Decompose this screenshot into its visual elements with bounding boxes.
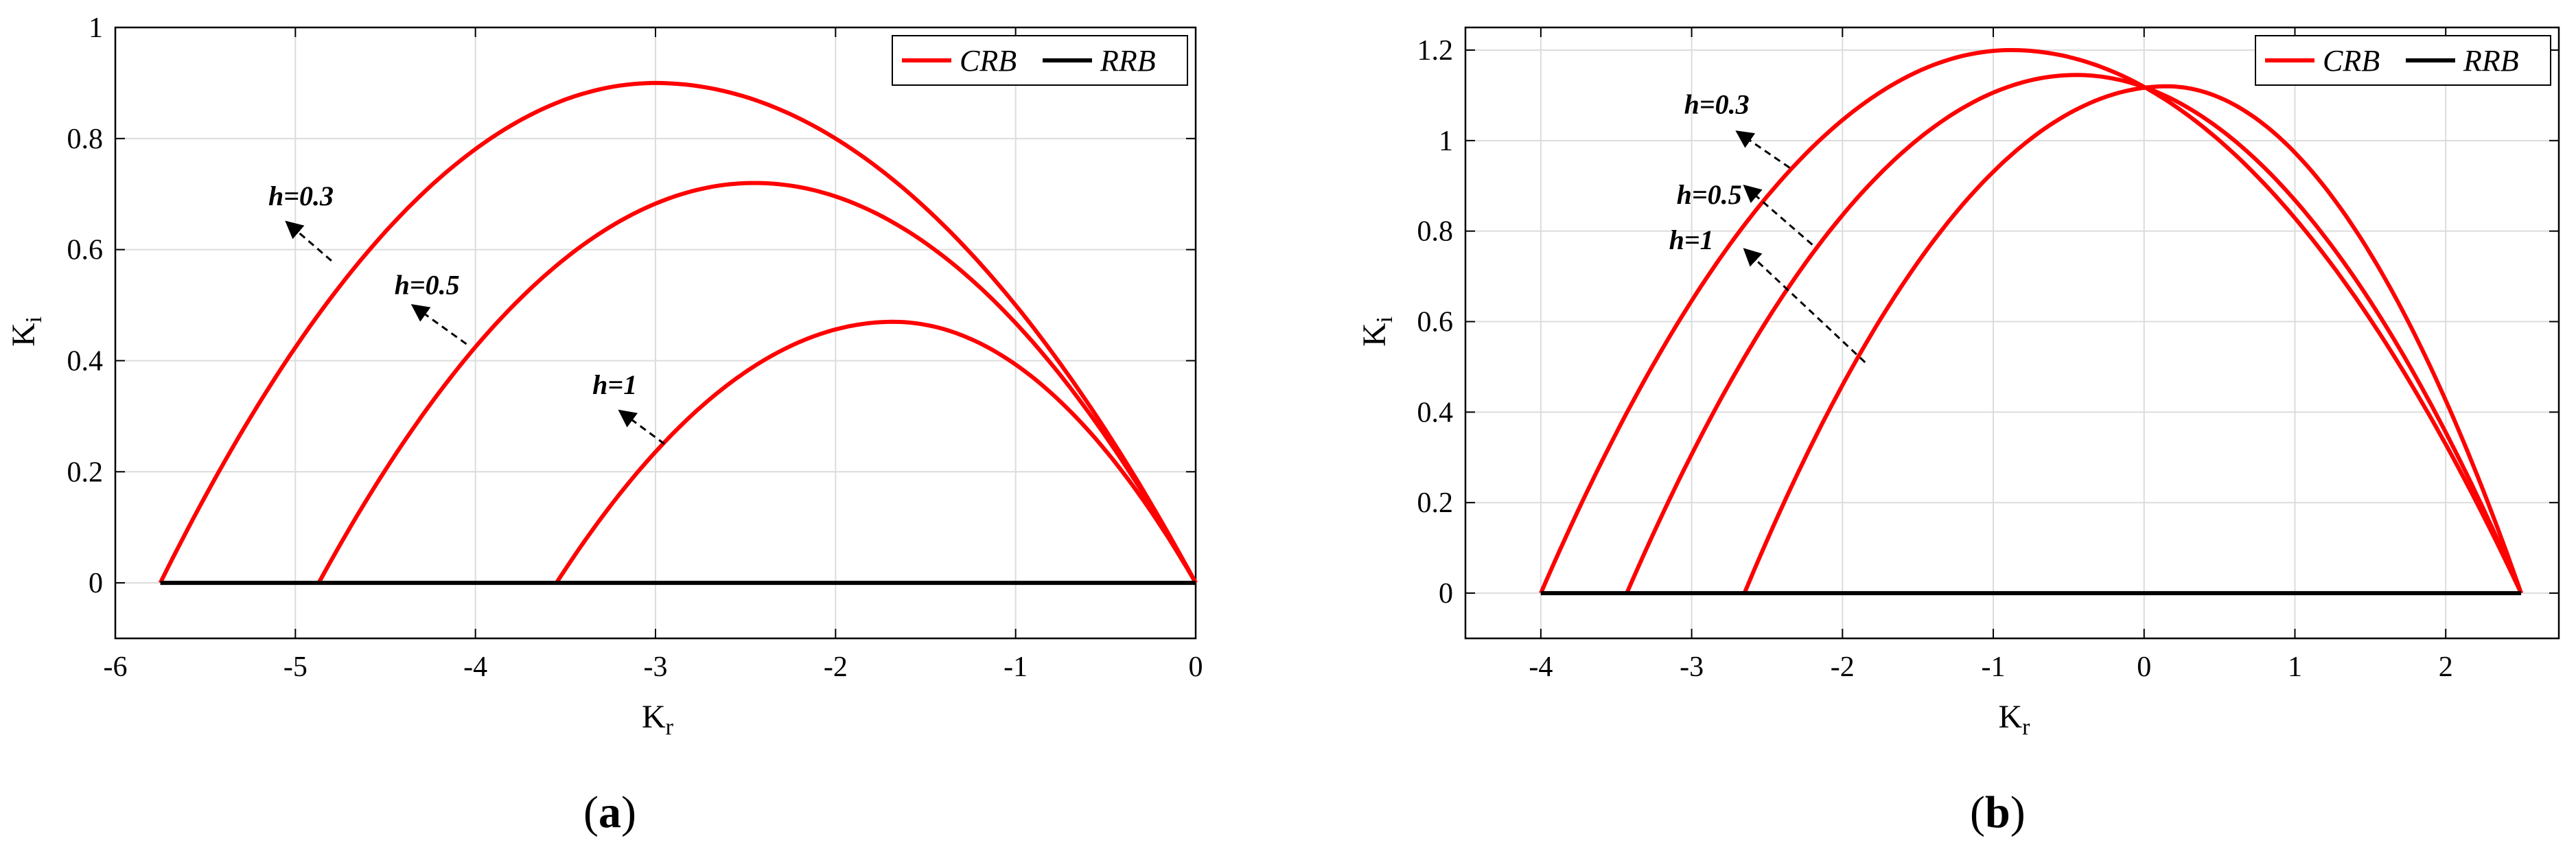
curves: [158, 80, 1198, 586]
annotation-label: h=1: [592, 369, 637, 400]
panel-caption: (b): [1970, 787, 2026, 837]
legend: CRB RRB: [892, 35, 1188, 86]
x-tick-label: -4: [463, 651, 487, 683]
series-line-crb: [1742, 84, 2523, 594]
series-line-crb: [1539, 48, 2523, 594]
x-axis-label: Kr: [642, 699, 674, 740]
grid: [115, 27, 1196, 638]
annotation-arrow: [1743, 185, 1813, 246]
x-tick-label: 0: [1189, 651, 1203, 683]
series-line-crb: [1625, 73, 2523, 594]
y-tick-label: 0: [89, 568, 103, 599]
x-tick-label: -6: [104, 651, 128, 683]
y-axis-label: Ki: [5, 316, 47, 347]
series-line-crb: [316, 181, 1198, 584]
y-tick-label: 0.4: [67, 345, 104, 377]
y-tick-label: 0: [1439, 578, 1453, 610]
annotation-label: h=1: [1669, 224, 1714, 255]
x-tick-label: -1: [1982, 651, 2006, 683]
y-tick-label: 0.8: [67, 124, 104, 155]
annotation-arrow: [1743, 248, 1866, 363]
x-tick-label: 0: [2137, 651, 2151, 683]
legend-label: RRB: [2463, 44, 2519, 78]
y-axis-label: Ki: [1356, 316, 1397, 347]
panel-caption: (a): [583, 787, 636, 837]
y-tick-label: 0.6: [67, 235, 104, 266]
x-tick-label: 1: [2288, 651, 2302, 683]
ticks: -4 -3 -2 -1 0 1 2 0 0.2 0.4 0.6 0.8 1 1.2: [1417, 27, 2559, 683]
chart-panel-b: -4 -3 -2 -1 0 1 200.20.40.60.811.2 h=0.3h=0.5h…: [1356, 26, 2560, 837]
x-tick-label: 2: [2439, 651, 2453, 683]
annotation-arrow: [285, 220, 332, 262]
annotation-label: h=0.3: [268, 181, 334, 211]
x-tick-label: -4: [1529, 651, 1553, 683]
annotation-arrow: [410, 304, 467, 345]
annotations: h=0.3 h=0.5 h=1: [268, 181, 666, 445]
ticks: -6 -5 -4 -3 -2 -1 0 0 0.2 0.4 0.6 0.8 1: [67, 12, 1203, 683]
x-tick-label: -2: [824, 651, 848, 683]
annotations: h=0.3 h=0.5 h=1: [1669, 89, 1866, 363]
y-tick-label: 0.2: [67, 456, 104, 488]
y-tick-label: 0.4: [1417, 397, 1454, 428]
x-tick-label: -3: [1680, 651, 1704, 683]
chart-panel-a: -6 -5 -4 -3 -2 -1 000.20.40.60.81 h=0.3h=0.5h=…: [5, 12, 1203, 837]
x-tick-label: -3: [644, 651, 668, 683]
y-tick-label: 0.2: [1417, 487, 1454, 519]
annotation-label: h=0.5: [1677, 179, 1742, 210]
y-tick-label: 1: [1439, 126, 1453, 157]
x-tick-label: -1: [1003, 651, 1028, 683]
legend-label: RRB: [1100, 44, 1156, 78]
y-tick-label: 0.6: [1417, 307, 1454, 338]
legend-label: CRB: [960, 44, 1017, 78]
annotation-label: h=0.5: [395, 269, 460, 300]
y-tick-label: 1: [89, 12, 103, 44]
plot-frame: [1464, 26, 2560, 640]
curves: [1539, 48, 2523, 596]
annotation-label: h=0.3: [1684, 89, 1750, 119]
x-tick-label: -2: [1831, 651, 1855, 683]
x-axis-label: Kr: [1999, 699, 2031, 740]
x-tick-label: -5: [283, 651, 308, 683]
grid: [1465, 27, 2559, 638]
legend-label: CRB: [2323, 44, 2380, 78]
y-tick-label: 1.2: [1417, 35, 1454, 67]
annotation-arrow: [618, 409, 666, 445]
series-line-crb: [158, 80, 1198, 584]
y-tick-label: 0.8: [1417, 216, 1454, 248]
legend: CRB RRB: [2255, 35, 2551, 86]
annotation-arrow: [1735, 130, 1791, 169]
